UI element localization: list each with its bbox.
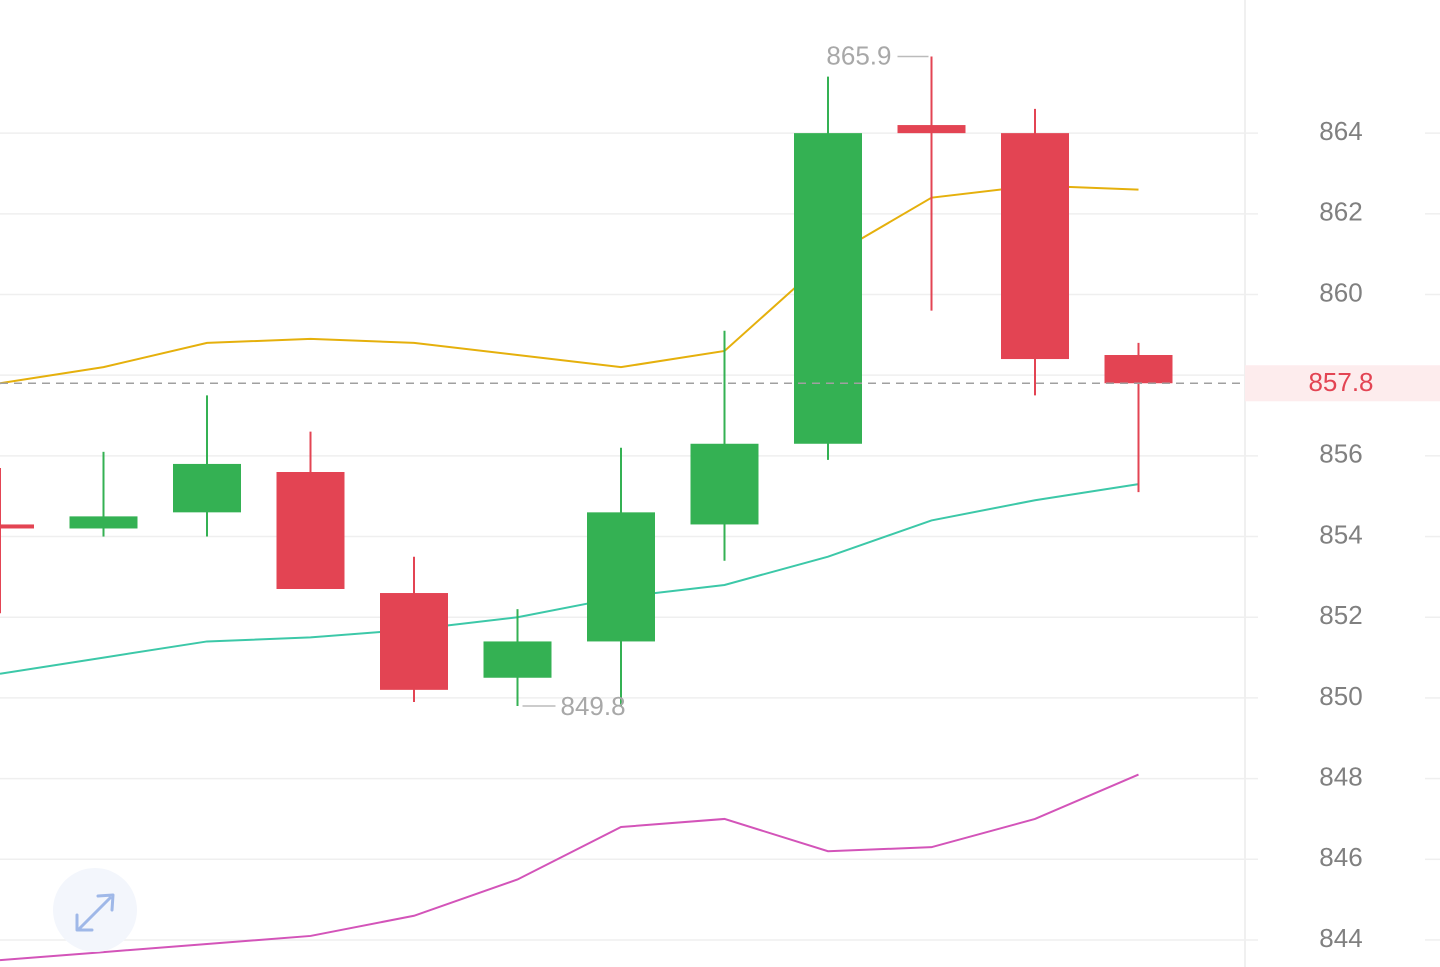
y-tick-label: 848 [1319,761,1362,791]
candle-body [69,516,138,529]
candle-body [276,472,345,589]
y-tick-label: 856 [1319,439,1362,469]
high-marker-label: 865.9 [826,40,891,70]
candle-body [483,641,552,678]
candle-body [173,463,241,513]
expand-button-bg [53,868,137,952]
y-tick-label: 850 [1319,681,1362,711]
candle-body [587,512,655,642]
low-marker-label: 849.8 [561,691,626,721]
last-price-label: 857.8 [1308,367,1373,397]
candle-body [794,133,862,444]
ma-line [0,184,1139,385]
y-tick-label: 860 [1319,277,1362,307]
candle-body [1104,355,1173,384]
y-tick-label: 846 [1319,842,1362,872]
candle-body [897,125,966,134]
candle-body [380,593,448,690]
candle-body [690,443,759,525]
ma-line [0,773,1139,962]
axis-panel [1245,0,1440,967]
candle-body [1001,133,1069,360]
ma-line [0,483,1139,675]
y-tick-label: 862 [1319,197,1362,227]
y-tick-label: 864 [1319,116,1362,146]
y-tick-label: 844 [1319,923,1362,953]
last-price-bg [1245,365,1440,402]
candle-body [0,524,34,529]
expand-button[interactable] [53,868,137,952]
y-tick-label: 854 [1319,519,1362,549]
y-tick-label: 852 [1319,600,1362,630]
expand-icon [75,893,115,932]
